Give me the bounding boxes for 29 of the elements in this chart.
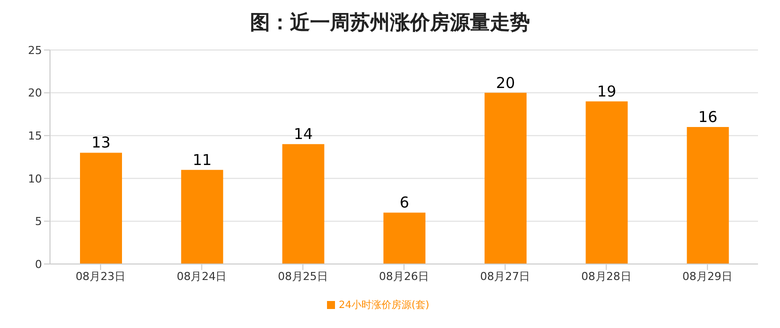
data-label: 19: [597, 82, 616, 100]
y-tick-label: 25: [28, 44, 42, 57]
chart-title: 图：近一周苏州涨价房源量走势: [249, 9, 531, 36]
y-tick-label: 15: [28, 130, 42, 143]
x-tick-label: 08月25日: [278, 270, 328, 283]
data-label: 11: [192, 150, 212, 169]
data-label: 14: [294, 125, 313, 144]
y-tick-label: 10: [28, 172, 42, 186]
x-tick-label: 08月24日: [176, 270, 227, 283]
y-tick-label: 20: [28, 86, 42, 100]
x-tick-label: 08月23日: [76, 270, 126, 283]
bar: [80, 152, 122, 264]
y-tick-label: 0: [35, 258, 42, 271]
bar: [686, 127, 729, 264]
legend-label: 24小时涨价房源(套): [338, 300, 430, 311]
bar: [282, 144, 324, 264]
bar: [383, 212, 426, 264]
x-tick-label: 08月28日: [581, 270, 632, 283]
x-tick-label: 08月27日: [480, 270, 530, 283]
x-tick-label: 08月26日: [379, 270, 429, 283]
data-label: 6: [400, 194, 410, 212]
x-tick-label: 08月29日: [682, 270, 732, 283]
bar: [586, 101, 628, 264]
bar: [181, 170, 224, 264]
data-label: 20: [496, 74, 516, 92]
data-label: 16: [698, 108, 718, 126]
y-tick-label: 5: [35, 215, 42, 228]
data-label: 13: [91, 134, 111, 152]
bar: [484, 92, 527, 264]
